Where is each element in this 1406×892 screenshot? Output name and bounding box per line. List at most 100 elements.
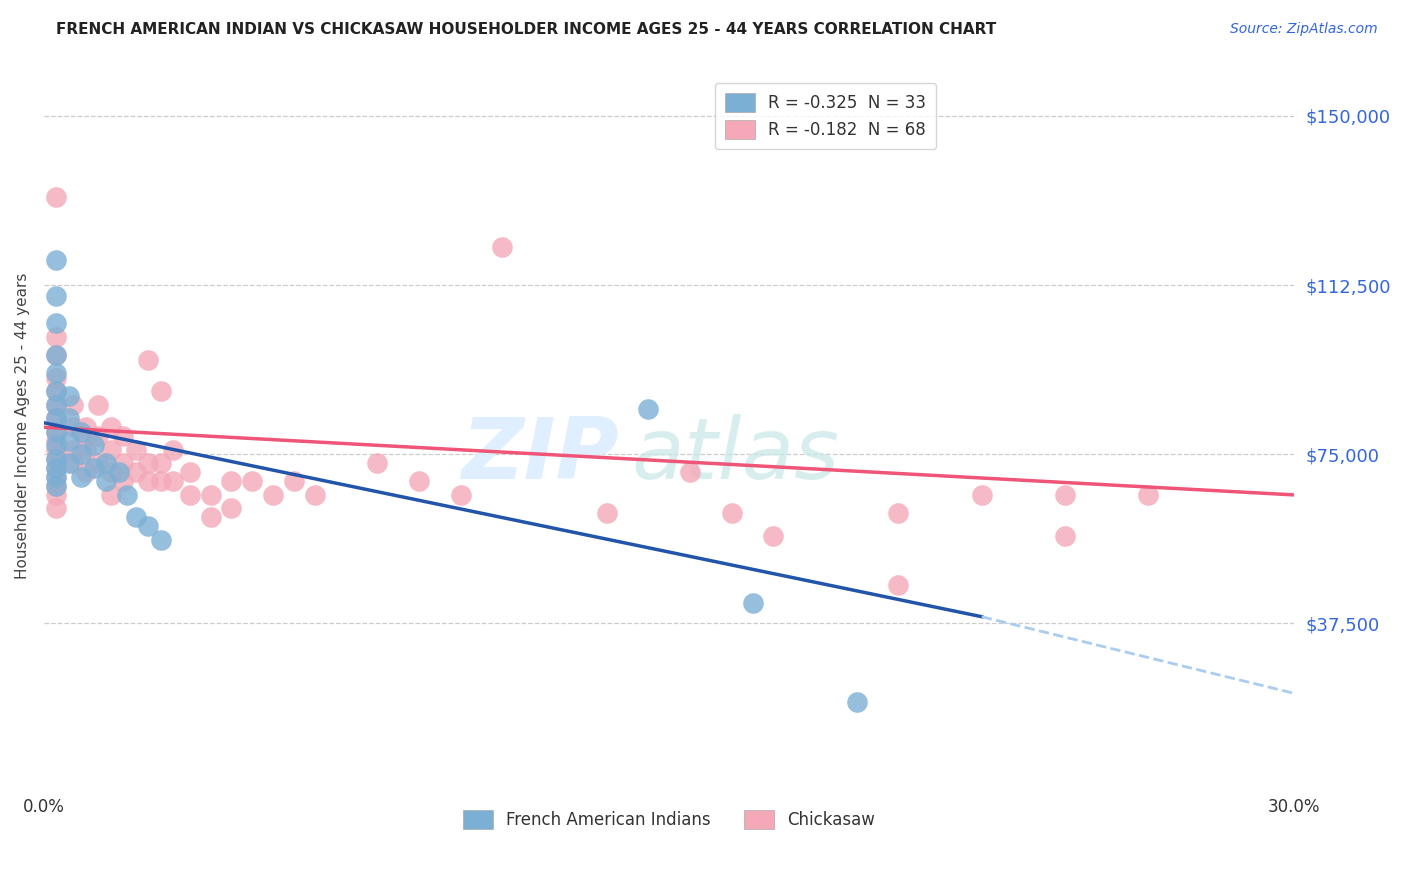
Point [117, 488, 139, 502]
Point [149, 533, 172, 547]
Point [45, 425, 67, 439]
Point [887, 578, 910, 592]
Point [75, 429, 97, 443]
Point [162, 475, 184, 489]
Point [70, 425, 93, 439]
Point [100, 488, 122, 502]
Point [887, 506, 910, 520]
Point [45, 470, 67, 484]
Point [136, 475, 159, 489]
Point [408, 475, 430, 489]
Point [45, 348, 67, 362]
Point [45, 330, 67, 344]
Point [45, 442, 67, 457]
Point [136, 519, 159, 533]
Text: atlas: atlas [631, 414, 839, 497]
Point [45, 348, 67, 362]
Point [45, 384, 67, 399]
Point [124, 466, 146, 480]
Point [179, 488, 201, 502]
Point [75, 466, 97, 480]
Point [679, 466, 702, 480]
Point [45, 425, 67, 439]
Point [87, 429, 110, 443]
Point [70, 447, 93, 461]
Text: FRENCH AMERICAN INDIAN VS CHICKASAW HOUSEHOLDER INCOME AGES 25 - 44 YEARS CORREL: FRENCH AMERICAN INDIAN VS CHICKASAW HOUS… [56, 22, 997, 37]
Point [45, 488, 67, 502]
Point [45, 479, 67, 493]
Point [96, 456, 118, 470]
Point [112, 475, 135, 489]
Point [100, 442, 122, 457]
Point [45, 190, 67, 204]
Point [283, 475, 305, 489]
Point [45, 411, 67, 425]
Point [200, 510, 222, 524]
Point [720, 506, 742, 520]
Point [124, 442, 146, 457]
Point [45, 370, 67, 384]
Point [100, 466, 122, 480]
Point [45, 470, 67, 484]
Point [45, 479, 67, 493]
Point [62, 442, 84, 457]
Point [45, 501, 67, 516]
Point [136, 352, 159, 367]
Point [87, 456, 110, 470]
Point [1137, 488, 1160, 502]
Point [221, 475, 243, 489]
Point [62, 398, 84, 412]
Point [58, 389, 80, 403]
Point [62, 456, 84, 470]
Point [45, 411, 67, 425]
Text: Source: ZipAtlas.com: Source: ZipAtlas.com [1230, 22, 1378, 37]
Text: ZIP: ZIP [461, 414, 619, 497]
Point [100, 420, 122, 434]
Point [366, 456, 388, 470]
Point [149, 384, 172, 399]
Y-axis label: Householder Income Ages 25 - 44 years: Householder Income Ages 25 - 44 years [15, 273, 30, 579]
Point [221, 501, 243, 516]
Legend: French American Indians, Chickasaw: French American Indians, Chickasaw [456, 803, 882, 836]
Point [1054, 528, 1077, 542]
Point [741, 596, 763, 610]
Point [108, 466, 131, 480]
Point [162, 442, 184, 457]
Point [83, 461, 105, 475]
Point [262, 488, 284, 502]
Point [58, 411, 80, 425]
Point [45, 384, 67, 399]
Point [45, 317, 67, 331]
Point [45, 451, 67, 466]
Point [200, 488, 222, 502]
Point [491, 240, 513, 254]
Point [45, 451, 67, 466]
Point [70, 470, 93, 484]
Point [62, 420, 84, 434]
Point [450, 488, 472, 502]
Point [149, 456, 172, 470]
Point [45, 253, 67, 268]
Point [75, 442, 97, 457]
Point [45, 461, 67, 475]
Point [45, 289, 67, 303]
Point [304, 488, 326, 502]
Point [149, 475, 172, 489]
Point [87, 398, 110, 412]
Point [1054, 488, 1077, 502]
Point [45, 461, 67, 475]
Point [112, 456, 135, 470]
Point [637, 402, 659, 417]
Point [96, 475, 118, 489]
Point [45, 398, 67, 412]
Point [83, 438, 105, 452]
Point [45, 438, 67, 452]
Point [58, 456, 80, 470]
Point [45, 398, 67, 412]
Point [58, 434, 80, 448]
Point [136, 456, 159, 470]
Point [75, 420, 97, 434]
Point [179, 466, 201, 480]
Point [970, 488, 993, 502]
Point [762, 528, 785, 542]
